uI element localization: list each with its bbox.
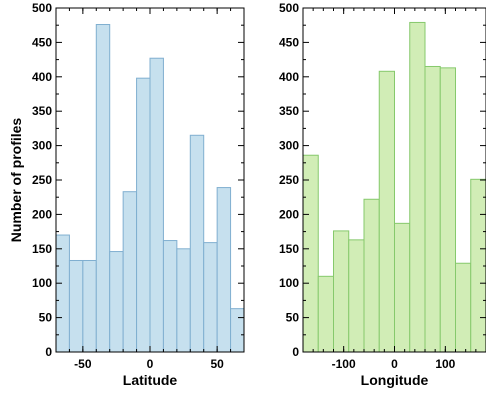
latitude-bar (122, 191, 138, 353)
latitude-y-tick-label: 200 (32, 207, 52, 221)
latitude-bar (109, 251, 124, 353)
longitude-y-tick-label: 0 (292, 345, 299, 359)
longitude-bar (439, 67, 456, 353)
latitude-y-tick-label: 450 (32, 35, 52, 49)
longitude-bar (302, 154, 319, 353)
latitude-y-tick-label: 150 (32, 242, 52, 256)
longitude-bar (394, 222, 411, 353)
longitude-y-tick-label: 300 (279, 139, 299, 153)
longitude-histogram-panel: 0 50 100 150 200 250 300 350 400 450 500 -100 0 100 Lo… (279, 1, 486, 388)
latitude-x-tick-label: 50 (210, 357, 224, 371)
latitude-bar (216, 187, 232, 353)
longitude-y-tick-label: 450 (279, 35, 299, 49)
longitude-y-tick-label: 50 (286, 311, 300, 325)
latitude-bar (230, 308, 245, 353)
latitude-bar (136, 77, 151, 353)
latitude-y-tick-label: 0 (45, 345, 52, 359)
latitude-bar (68, 259, 84, 353)
longitude-bar (455, 262, 472, 353)
latitude-y-tick-label: 50 (39, 311, 53, 325)
y-axis-label: Number of profiles (8, 118, 24, 243)
latitude-histogram-panel: 0 50 100 150 200 250 300 350 400 450 500 -50 0 50 Lati… (32, 1, 245, 388)
latitude-bar (189, 134, 205, 353)
longitude-x-axis-label: Longitude (361, 372, 429, 388)
longitude-bar (378, 70, 395, 353)
latitude-x-tick-label: -50 (74, 357, 92, 371)
longitude-bar (333, 230, 350, 353)
longitude-x-tick-label: 100 (435, 357, 455, 371)
longitude-bar (363, 198, 380, 353)
latitude-y-tick-label: 250 (32, 173, 52, 187)
latitude-x-axis-label: Latitude (123, 372, 178, 388)
latitude-x-tick-label: 0 (147, 357, 154, 371)
longitude-bar (424, 65, 441, 353)
latitude-bar (176, 248, 191, 353)
latitude-y-tick-label: 300 (32, 139, 52, 153)
latitude-bar (149, 57, 164, 353)
longitude-y-tick-label: 250 (279, 173, 299, 187)
latitude-y-tick-label: 500 (32, 1, 52, 15)
latitude-y-tick-label: 400 (32, 70, 52, 84)
latitude-bar (95, 24, 111, 353)
longitude-x-tick-label: -100 (332, 357, 356, 371)
latitude-bar (82, 259, 97, 353)
longitude-bar (409, 21, 426, 353)
longitude-x-tick-label: 0 (391, 357, 398, 371)
latitude-y-tick-label: 100 (32, 276, 52, 290)
longitude-y-tick-label: 350 (279, 104, 299, 118)
latitude-bar (203, 242, 218, 353)
longitude-bar (348, 239, 365, 353)
longitude-y-tick-label: 100 (279, 276, 299, 290)
latitude-bar (162, 240, 178, 353)
longitude-bar (317, 275, 334, 353)
longitude-y-tick-label: 150 (279, 242, 299, 256)
longitude-y-tick-label: 200 (279, 207, 299, 221)
latitude-y-tick-label: 350 (32, 104, 52, 118)
longitude-y-tick-label: 400 (279, 70, 299, 84)
longitude-y-tick-label: 500 (279, 1, 299, 15)
